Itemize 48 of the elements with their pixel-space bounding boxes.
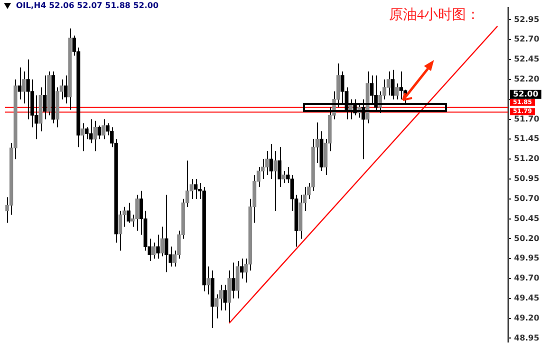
candlestick xyxy=(93,120,97,152)
y-tick-label: 50.70 xyxy=(514,194,540,203)
candlestick xyxy=(223,284,227,311)
candlestick xyxy=(160,226,164,257)
candlestick xyxy=(232,262,236,299)
candlestick xyxy=(269,143,273,180)
y-tick-label: 49.95 xyxy=(514,254,540,263)
candlestick xyxy=(194,178,198,200)
candlestick xyxy=(164,194,168,273)
candlestick xyxy=(265,150,269,176)
chart-title: 原油4小时图： xyxy=(389,6,480,24)
y-tick-label: 51.20 xyxy=(514,154,540,164)
y-tick-label: 48.95 xyxy=(514,333,540,342)
candlestick xyxy=(18,67,22,100)
candlestick xyxy=(135,194,139,232)
y-tick-label: 50.95 xyxy=(514,174,540,184)
y-tick-label: 50.20 xyxy=(514,234,540,243)
candlestick xyxy=(64,74,68,104)
y-tick-label: 50.45 xyxy=(514,214,540,223)
candlestick xyxy=(390,69,395,100)
candlestick xyxy=(274,150,278,212)
y-tick-label: 52.95 xyxy=(514,14,540,24)
candlestick xyxy=(26,59,30,120)
candlestick xyxy=(374,74,378,112)
y-tick-label: 51.45 xyxy=(514,134,540,144)
candlestick xyxy=(89,118,93,144)
y-tick-label: 51.70 xyxy=(514,114,540,124)
candlestick xyxy=(386,70,390,96)
candlestick xyxy=(84,126,89,140)
candlestick xyxy=(126,202,130,224)
text: 52.00 xyxy=(513,89,539,98)
candlestick xyxy=(399,70,403,100)
y-tick-label: 49.45 xyxy=(514,293,540,302)
y-tick-label: 49.70 xyxy=(514,274,540,283)
candlestick xyxy=(22,70,26,104)
chart-subtitle: OIL,H4 52.06 52.07 51.88 52.00 xyxy=(16,1,159,10)
candlestick xyxy=(42,74,47,120)
candlestick xyxy=(97,125,102,140)
y-tick-label: 52.20 xyxy=(514,74,540,84)
candlestick xyxy=(156,234,160,260)
candlestick xyxy=(240,258,244,280)
y-tick-label: 52.70 xyxy=(514,34,540,44)
candlestick xyxy=(152,242,156,260)
candlestick xyxy=(395,82,399,100)
y-tick-label: 49.20 xyxy=(514,313,540,322)
y-tick-label: 52.45 xyxy=(514,54,540,64)
candlestick xyxy=(370,74,374,104)
candlestick xyxy=(102,118,106,140)
